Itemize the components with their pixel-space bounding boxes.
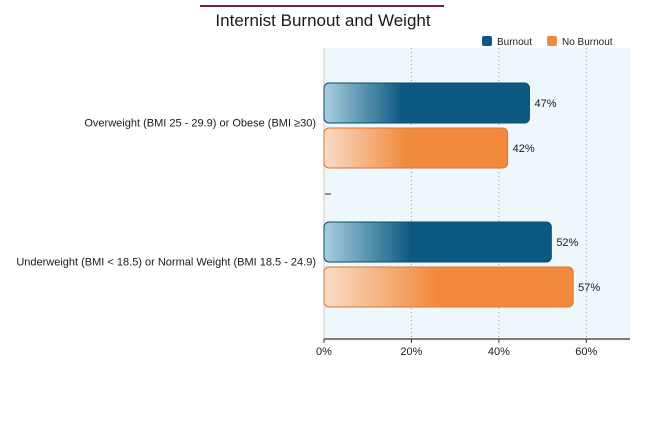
bar-no-burnout xyxy=(323,127,509,169)
category-label: Underweight (BMI < 18.5) or Normal Weigh… xyxy=(16,257,316,269)
legend: Burnout No Burnout xyxy=(482,36,613,48)
data-label-no-burnout: 57% xyxy=(578,282,600,294)
chart-title: Internist Burnout and Weight xyxy=(215,11,430,30)
data-label-burnout: 47% xyxy=(534,98,556,110)
x-tick-label: 60% xyxy=(575,346,597,358)
legend-swatch-burnout xyxy=(482,36,492,46)
x-tick-label: 0% xyxy=(316,346,332,358)
category-label: Overweight (BMI 25 - 29.9) or Obese (BMI… xyxy=(84,118,316,130)
x-tick-label: 20% xyxy=(400,346,422,358)
legend-label-no-burnout: No Burnout xyxy=(562,37,613,48)
legend-label-burnout: Burnout xyxy=(497,37,532,48)
legend-swatch-no-burnout xyxy=(547,36,557,46)
data-label-no-burnout: 42% xyxy=(513,143,535,155)
bar-no-burnout xyxy=(323,266,574,308)
bar-burnout xyxy=(323,82,530,124)
bar-burnout xyxy=(323,221,552,263)
data-label-burnout: 52% xyxy=(556,237,578,249)
x-tick-label: 40% xyxy=(488,346,510,358)
plot-area: 0% 20% 40% 60% 47% 42% Overweight (BMI 25 - 29… xyxy=(16,48,630,358)
